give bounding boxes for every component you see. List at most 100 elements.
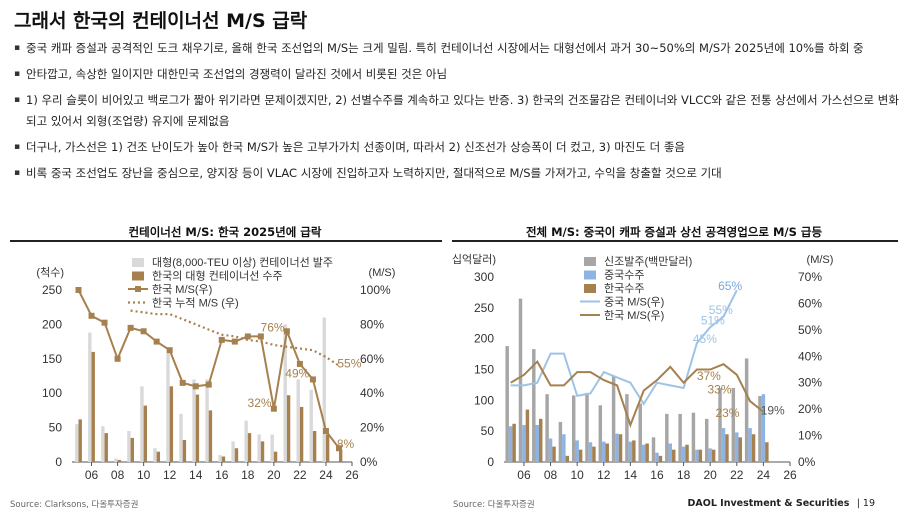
bar-a bbox=[638, 403, 642, 462]
bar-a bbox=[283, 324, 287, 462]
legend-label: 한국수주 bbox=[604, 282, 644, 295]
bar-c bbox=[565, 455, 570, 462]
x-tick-label: 16 bbox=[650, 468, 664, 482]
y-left-tick-label: 150 bbox=[474, 363, 494, 377]
x-tick-label: 14 bbox=[624, 468, 638, 482]
bar-a bbox=[231, 441, 235, 462]
share-line-point bbox=[309, 376, 316, 383]
share-line-point bbox=[153, 338, 160, 345]
data-label: 55% bbox=[709, 303, 733, 317]
legend-swatch bbox=[132, 258, 144, 267]
data-label: 32% bbox=[248, 396, 272, 410]
x-tick-label: 24 bbox=[757, 468, 771, 482]
bar-b bbox=[273, 451, 278, 462]
chart-left-svg: 0 50 100 150 200 250 0% 20% 40% 60% 80% 100% (척수) (M/… bbox=[36, 256, 395, 482]
bar-b bbox=[588, 442, 593, 462]
bullet-item: 안타깝고, 속상한 일이지만 대한민국 조선업의 경쟁력이 달라진 것에서 비롯… bbox=[14, 64, 899, 85]
chart-left: 0 50 100 150 200 250 0% 20% 40% 60% 80% 100% (척수) (M/… bbox=[10, 240, 442, 494]
bar-b bbox=[761, 394, 766, 462]
bullet-item: 중국 캐파 증설과 공격적인 도크 채우기로, 올해 한국 조선업의 M/S는 … bbox=[14, 38, 899, 59]
y-left-tick-label: 150 bbox=[42, 352, 62, 366]
y-right-tick-label: 60% bbox=[798, 296, 822, 310]
x-tick-label: 12 bbox=[163, 468, 177, 482]
bar-b bbox=[721, 428, 726, 462]
bar-a bbox=[257, 434, 261, 462]
bar-c bbox=[738, 437, 742, 462]
bar-a bbox=[758, 396, 762, 462]
share-line bbox=[510, 359, 765, 428]
bar-b bbox=[117, 459, 121, 462]
y-left-tick-label: 200 bbox=[474, 332, 494, 346]
bar-a bbox=[205, 379, 209, 462]
bar-c bbox=[725, 434, 729, 462]
share-line-point bbox=[244, 333, 251, 340]
x-tick-label: 14 bbox=[189, 468, 203, 482]
y-left-tick-label: 0 bbox=[55, 455, 62, 469]
bar-b bbox=[655, 452, 659, 462]
legend-swatch bbox=[132, 271, 144, 281]
bar-a bbox=[744, 358, 749, 462]
legend-swatch bbox=[584, 270, 596, 280]
bar-c bbox=[632, 440, 636, 462]
bar-c bbox=[525, 409, 530, 462]
bar-b bbox=[695, 449, 699, 462]
x-tick-label: 08 bbox=[544, 468, 558, 482]
bar-b bbox=[338, 449, 343, 462]
y-left-tick-label: 0 bbox=[487, 455, 494, 469]
bar-a bbox=[665, 413, 669, 462]
bar-b bbox=[708, 448, 712, 462]
legend-label: 중국수주 bbox=[604, 269, 644, 282]
bar-a bbox=[166, 353, 170, 462]
share-line-point bbox=[88, 312, 95, 319]
share-line bbox=[510, 289, 738, 406]
bar-a bbox=[611, 375, 616, 462]
bar-b bbox=[221, 456, 226, 462]
bar-b bbox=[182, 439, 187, 462]
bar-c bbox=[645, 443, 649, 462]
bar-a bbox=[691, 412, 696, 462]
x-tick-label: 08 bbox=[111, 468, 125, 482]
x-tick-label: 10 bbox=[137, 468, 151, 482]
y-right-tick-label: 20% bbox=[798, 402, 822, 416]
bar-a bbox=[678, 413, 682, 462]
bar-c bbox=[578, 449, 583, 462]
bar-c bbox=[658, 455, 663, 462]
bar-b bbox=[748, 428, 752, 462]
share-line-point bbox=[114, 355, 121, 362]
share-line-point bbox=[283, 328, 290, 335]
bar-a bbox=[532, 349, 536, 462]
bar-b bbox=[78, 419, 82, 462]
data-label: 19% bbox=[761, 403, 785, 417]
bar-b bbox=[735, 432, 739, 462]
y-right-tick-label: 0% bbox=[360, 455, 378, 469]
share-line-point bbox=[257, 333, 264, 340]
x-tick-label: 20 bbox=[704, 468, 718, 482]
x-tick-label: 12 bbox=[597, 468, 611, 482]
bar-a bbox=[518, 298, 523, 462]
bar-b bbox=[286, 395, 291, 462]
bar-b bbox=[508, 426, 513, 462]
y-left-tick-label: 300 bbox=[474, 270, 494, 284]
bar-b bbox=[208, 410, 213, 462]
bar-a bbox=[309, 389, 313, 462]
bar-b bbox=[130, 437, 134, 462]
y-left-tick-label: 250 bbox=[42, 283, 62, 297]
legend-swatch bbox=[584, 284, 596, 293]
bar-c bbox=[685, 444, 689, 462]
bar-c bbox=[592, 446, 596, 462]
bar-a bbox=[179, 413, 183, 462]
data-label: 51% bbox=[701, 314, 725, 328]
share-line-point bbox=[296, 360, 303, 367]
bar-c bbox=[605, 443, 609, 462]
bar-b bbox=[234, 448, 239, 462]
legend-label: 대형(8,000-TEU 이상) 컨테이너선 발주 bbox=[152, 256, 333, 269]
y-left-tick-label: 50 bbox=[49, 421, 63, 435]
bar-b bbox=[668, 443, 673, 462]
share-line-point bbox=[231, 338, 238, 345]
bar-a bbox=[127, 431, 131, 462]
data-label: 55% bbox=[337, 356, 361, 370]
y-right-unit: (M/S) bbox=[807, 254, 834, 266]
x-tick-label: 22 bbox=[730, 468, 744, 482]
x-tick-label: 10 bbox=[570, 468, 584, 482]
bar-b bbox=[575, 440, 579, 462]
